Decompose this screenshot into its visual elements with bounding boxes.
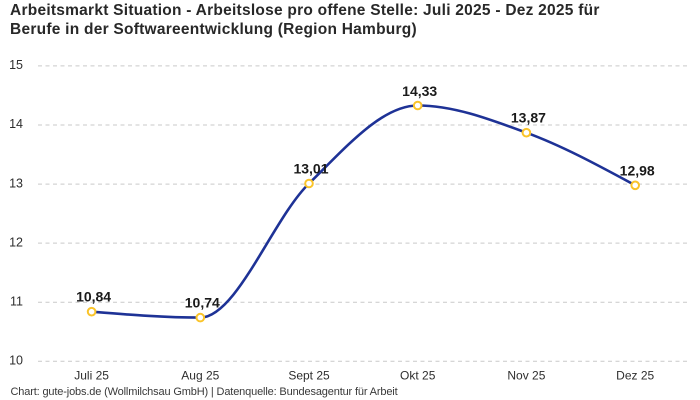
svg-text:Aug 25: Aug 25 [181, 369, 219, 383]
svg-text:Sept 25: Sept 25 [288, 369, 330, 383]
svg-text:10: 10 [9, 354, 23, 368]
svg-text:11: 11 [10, 294, 23, 308]
svg-text:13,01: 13,01 [293, 161, 328, 177]
svg-text:13: 13 [9, 176, 23, 190]
svg-text:Nov 25: Nov 25 [507, 369, 545, 383]
svg-text:13,87: 13,87 [511, 110, 546, 126]
svg-text:14,33: 14,33 [402, 83, 437, 99]
svg-text:15: 15 [9, 58, 23, 72]
svg-text:12: 12 [9, 235, 23, 249]
svg-text:Okt 25: Okt 25 [400, 369, 436, 383]
svg-text:10,74: 10,74 [185, 295, 220, 311]
svg-text:Dez 25: Dez 25 [616, 369, 654, 383]
svg-text:10,84: 10,84 [76, 289, 111, 305]
svg-text:12,98: 12,98 [620, 162, 655, 178]
svg-text:14: 14 [9, 117, 23, 131]
svg-text:Juli 25: Juli 25 [74, 369, 109, 383]
